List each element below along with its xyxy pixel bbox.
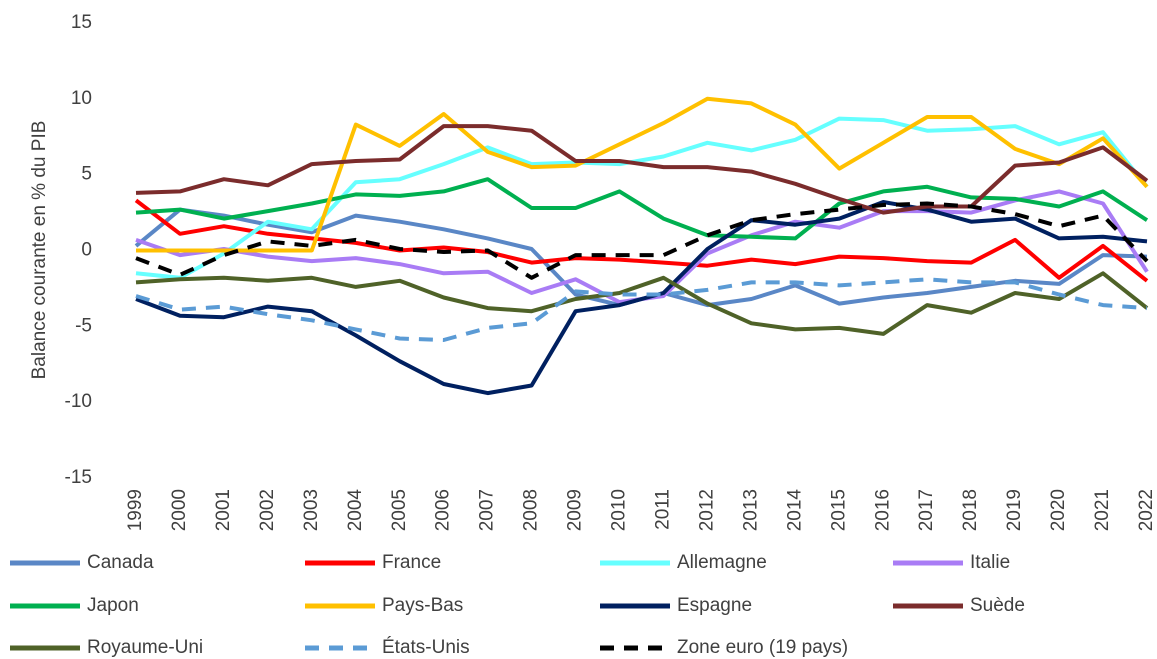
x-tick-label: 2003	[301, 489, 322, 531]
legend-label: Allemagne	[677, 552, 767, 573]
series-line	[134, 198, 1149, 283]
x-tick-label: 2009	[565, 489, 586, 531]
y-tick-label: -5	[75, 315, 92, 336]
legend-label: Canada	[87, 552, 154, 573]
legend-label: Espagne	[677, 595, 752, 616]
legend-label: Japon	[87, 595, 139, 616]
y-axis-label: Balance courante en % du PIB	[29, 121, 50, 380]
x-tick-label: 2015	[828, 489, 849, 531]
legend-label: États-Unis	[382, 637, 470, 658]
legend-label: Pays-Bas	[382, 595, 463, 616]
x-tick-label: 2000	[169, 489, 190, 531]
x-tick-label: 2004	[345, 489, 366, 532]
y-tick-label: 10	[71, 88, 92, 109]
series-line	[135, 271, 1149, 336]
y-tick-label: -10	[65, 391, 92, 412]
x-tick-label: 2013	[740, 489, 761, 531]
x-tick-label: 2011	[652, 489, 673, 530]
legend-label: Suède	[970, 595, 1025, 616]
x-tick-label: 2006	[433, 489, 454, 531]
x-tick-label: 2001	[213, 489, 234, 531]
series-line	[135, 200, 1148, 396]
x-tick-label: 2020	[1048, 489, 1069, 531]
x-tick-label: 2018	[960, 489, 981, 531]
x-tick-label: 2012	[696, 489, 717, 531]
x-tick-label: 2016	[872, 489, 893, 531]
x-tick-label: 1999	[125, 489, 146, 531]
series-line	[135, 124, 1149, 215]
legend-label: France	[382, 552, 441, 573]
x-tick-label: 2014	[784, 489, 805, 532]
x-tick-label: 2022	[1136, 489, 1157, 531]
legend-label: Royaume-Uni	[87, 637, 203, 658]
y-tick-label: 5	[81, 164, 92, 185]
legend-label: Zone euro (19 pays)	[677, 637, 848, 658]
x-tick-label: 2019	[1004, 489, 1025, 531]
series-line	[135, 277, 1148, 342]
x-tick-label: 2017	[916, 489, 937, 531]
y-tick-label: 0	[81, 240, 92, 261]
x-tick-label: 2007	[477, 489, 498, 531]
x-tick-label: 2010	[609, 489, 630, 531]
x-tick-label: 2005	[389, 489, 410, 531]
series-line	[136, 96, 1149, 253]
legend-label: Italie	[970, 552, 1010, 573]
x-tick-label: 2002	[257, 489, 278, 531]
y-tick-label: 15	[71, 12, 92, 33]
series-line	[135, 201, 1149, 280]
x-tick-label: 2021	[1092, 489, 1113, 531]
series-line	[135, 116, 1149, 280]
y-tick-label: -15	[65, 467, 92, 488]
x-tick-label: 2008	[521, 489, 542, 531]
